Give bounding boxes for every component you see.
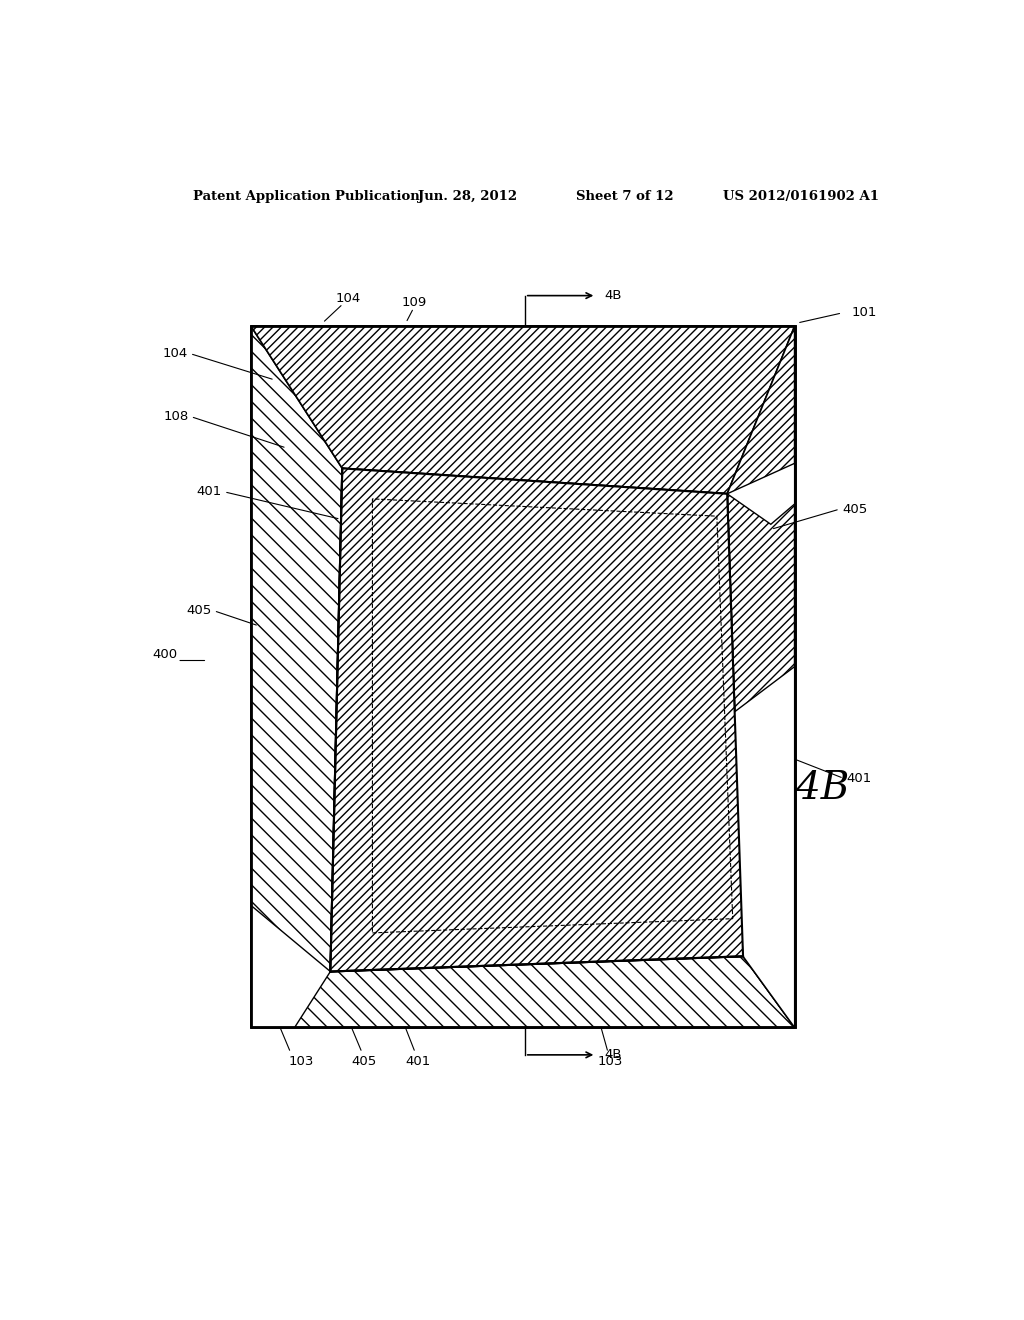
Polygon shape [251,326,795,494]
Text: 405: 405 [352,1055,377,1068]
Text: 109: 109 [401,296,426,309]
Text: 400: 400 [153,648,177,661]
Polygon shape [331,925,743,972]
Polygon shape [727,667,795,1027]
Polygon shape [251,326,795,1027]
Polygon shape [251,956,795,1027]
Polygon shape [331,469,367,972]
Text: 108: 108 [163,411,188,424]
Text: 401: 401 [197,486,221,498]
Text: 401: 401 [406,1055,430,1068]
Polygon shape [727,326,795,1027]
Text: Jun. 28, 2012: Jun. 28, 2012 [418,190,517,202]
Text: 104: 104 [336,292,361,305]
Text: 4B: 4B [604,289,622,302]
Polygon shape [331,469,743,972]
Polygon shape [727,463,795,524]
Text: Sheet 7 of 12: Sheet 7 of 12 [577,190,674,202]
Polygon shape [251,326,342,1027]
Polygon shape [331,469,743,972]
Text: 405: 405 [186,605,211,618]
Text: Patent Application Publication: Patent Application Publication [194,190,420,202]
Text: 101: 101 [852,306,878,319]
Text: 103: 103 [598,1055,624,1068]
Text: Fig. 4B: Fig. 4B [708,770,850,808]
Text: 405: 405 [842,503,867,516]
Text: 104: 104 [162,347,187,360]
Text: 103: 103 [289,1055,313,1068]
Text: 4B: 4B [604,1048,622,1061]
Text: 401: 401 [846,772,871,785]
Polygon shape [251,906,331,1027]
Text: US 2012/0161902 A1: US 2012/0161902 A1 [723,190,880,202]
